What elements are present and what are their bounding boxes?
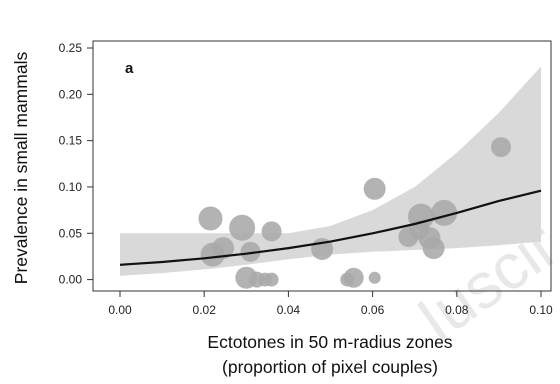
x-tick-label: 0.10 [529, 303, 553, 317]
x-tick-label: 0.06 [361, 303, 385, 317]
data-point [491, 137, 511, 158]
y-tick-label: 0.15 [59, 134, 83, 148]
x-tick-label: 0.08 [445, 303, 469, 317]
panel-label: a [125, 60, 134, 77]
y-tick-label: 0.25 [59, 41, 83, 55]
fitted-curve [119, 189, 542, 266]
x-tick-label: 0.00 [108, 303, 132, 317]
x-axis-title-line2: (proportion of pixel couples) [222, 357, 438, 377]
data-point [240, 241, 261, 262]
data-point [261, 221, 282, 242]
data-point [368, 271, 381, 284]
x-axis-ticks: 0.00 0.02 0.04 0.06 0.08 0.10 [108, 291, 553, 317]
data-point [212, 237, 235, 260]
y-axis-ticks: 0.00 0.05 0.10 0.15 0.20 0.25 [59, 41, 93, 287]
y-tick-label: 0.00 [59, 273, 83, 287]
confidence-band [120, 66, 541, 276]
y-tick-label: 0.20 [59, 87, 83, 101]
x-tick-label: 0.02 [193, 303, 217, 317]
y-tick-label: 0.05 [59, 226, 83, 240]
x-axis-title-line1: Ectotones in 50 m-radius zones [207, 332, 452, 352]
data-point [422, 237, 445, 260]
x-tick-label: 0.04 [277, 303, 301, 317]
data-point [343, 267, 364, 288]
y-axis-title: Prevalence in small mammals [11, 52, 31, 285]
data-point [363, 177, 386, 200]
y-tick-label: 0.10 [59, 180, 83, 194]
data-point [264, 272, 279, 287]
data-point [229, 214, 256, 241]
data-point [198, 206, 223, 231]
plot-area [119, 66, 542, 289]
data-point [431, 199, 458, 226]
